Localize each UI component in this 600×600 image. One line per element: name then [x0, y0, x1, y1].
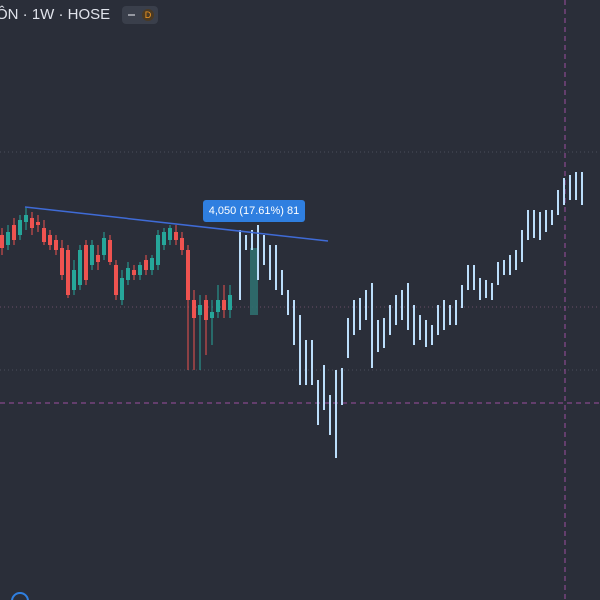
candle-body: [96, 255, 100, 262]
candle-body: [30, 218, 34, 228]
candle-body: [84, 245, 88, 280]
candle-body: [78, 250, 82, 285]
candle-body: [0, 235, 4, 248]
candle-body: [24, 215, 28, 222]
candle-body: [108, 240, 112, 262]
candle-body: [150, 258, 154, 270]
toolbar-icon[interactable]: [11, 592, 29, 600]
candle-body: [198, 305, 202, 315]
candle-body: [66, 250, 70, 295]
candle-body: [162, 232, 166, 245]
candle-body: [192, 300, 196, 318]
marks: [0, 172, 583, 458]
candle-body: [36, 222, 40, 225]
annotation: 4,050 (17.61%) 81: [209, 205, 300, 217]
candle-body: [12, 225, 16, 240]
trend-line[interactable]: [24, 206, 329, 242]
candle-body: [18, 220, 22, 235]
annotation-box: [203, 200, 305, 222]
candle-body: [48, 235, 52, 245]
candle-body: [186, 250, 190, 300]
candle-body: [138, 265, 142, 275]
candle-body: [222, 300, 226, 310]
candle-body: [156, 235, 160, 265]
candle-body: [120, 278, 124, 300]
measure-range: [250, 248, 258, 315]
candle-body: [228, 295, 232, 310]
candle-body: [72, 270, 76, 290]
candle-body: [180, 238, 184, 250]
badge-label: D: [145, 10, 152, 20]
candle-body: [60, 248, 64, 275]
candle-body: [114, 265, 118, 295]
candle-body: [144, 260, 148, 270]
candle-body: [216, 300, 220, 312]
candle-body: [6, 232, 10, 245]
candle-body: [126, 268, 130, 280]
candle-body: [102, 238, 106, 255]
candle-body: [132, 270, 136, 275]
candle-body: [210, 312, 214, 318]
symbol-title[interactable]: ÔN · 1W · HOSE: [0, 6, 110, 23]
badge-dot: [142, 9, 154, 21]
candle-body: [42, 228, 46, 242]
candle-body: [90, 245, 94, 265]
candle-body: [174, 232, 178, 240]
candle-body: [204, 300, 208, 320]
candle-body: [168, 228, 172, 240]
candle-body: [54, 240, 58, 250]
